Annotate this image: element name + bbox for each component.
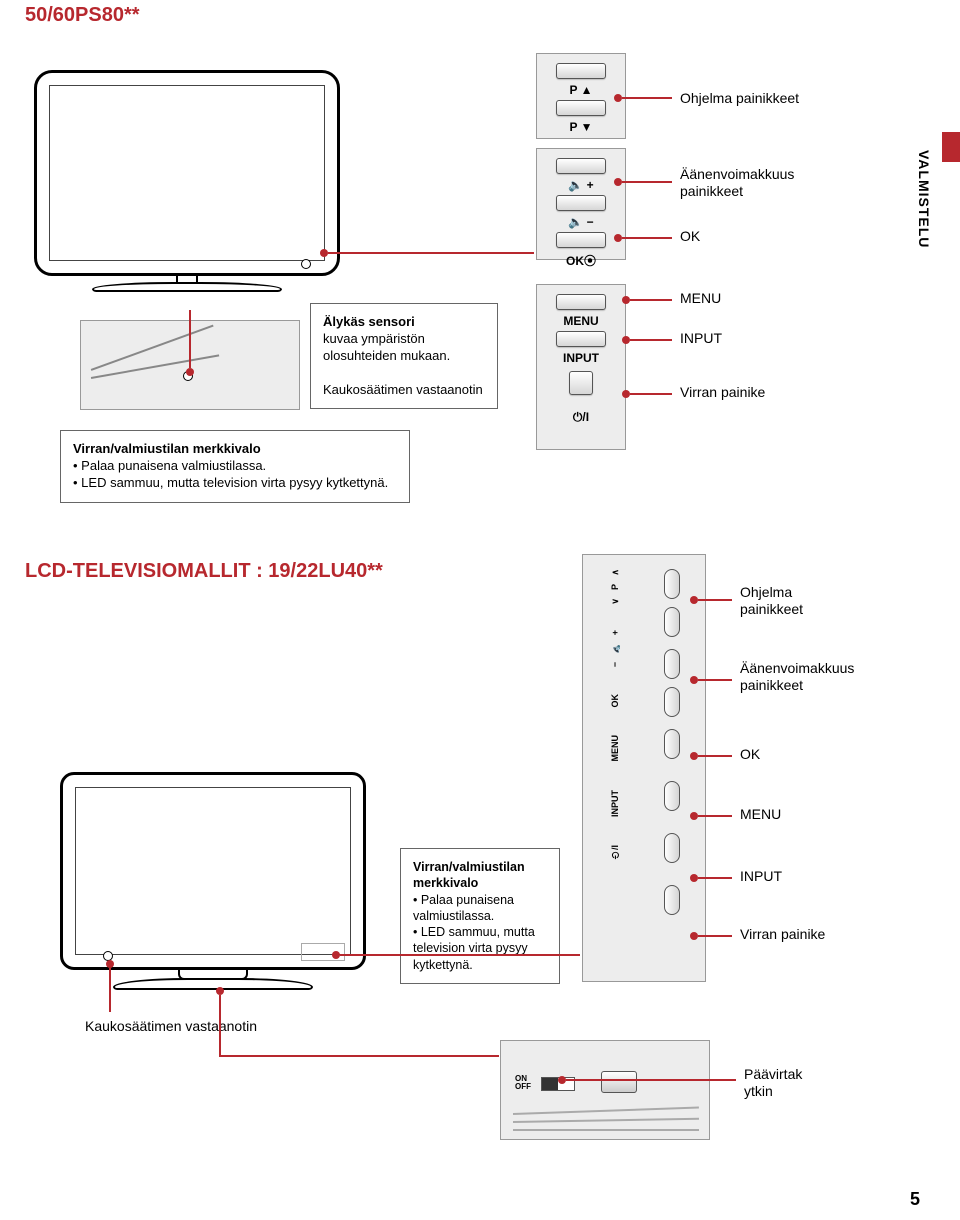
side-ok-button[interactable] — [664, 729, 680, 759]
status-b2-1: • LED sammuu, mutta television virta pys… — [73, 475, 388, 490]
ok-button[interactable] — [556, 232, 606, 248]
callout-input: INPUT — [680, 330, 722, 347]
power-switch-panel: ON OFF — [500, 1040, 710, 1140]
remote-caption: Kaukosäätimen vastaanotin — [323, 382, 483, 397]
callout2-power: Virran painike — [740, 926, 825, 943]
volume-down-button[interactable] — [556, 195, 606, 211]
side-volume-down[interactable] — [664, 687, 680, 717]
volume-up-button[interactable] — [556, 158, 606, 174]
sensor-infobox: Älykäs sensori kuvaa ympäristön olosuhte… — [310, 303, 498, 409]
side-menu-button[interactable] — [664, 781, 680, 811]
power-switch-label: Päävirtak ytkin — [744, 1066, 834, 1100]
callout-volume: Äänenvoimakkuus painikkeet — [680, 166, 820, 200]
input-button[interactable] — [556, 331, 606, 347]
callout-ok: OK — [680, 228, 700, 245]
status-title-1: Virran/valmiustilan merkkivalo — [73, 441, 261, 456]
sensor-title: Älykäs sensori — [323, 314, 415, 329]
callout2-menu: MENU — [740, 806, 781, 823]
remote-receiver-label: Kaukosäätimen vastaanotin — [85, 1018, 257, 1035]
power-port — [601, 1071, 637, 1093]
callout-power: Virran painike — [680, 384, 765, 401]
side-power-button[interactable] — [664, 885, 680, 915]
power-button[interactable] — [569, 371, 593, 395]
tv-illustration-1 — [34, 70, 340, 292]
callout-program: Ohjelma painikkeet — [680, 90, 799, 107]
status-infobox-2: Virran/valmiustilan merkkivalo • Palaa p… — [400, 848, 560, 984]
volume-ok-panel: 🔈 + 🔈 − OK⦿ — [536, 148, 626, 260]
side-volume-up[interactable] — [664, 649, 680, 679]
program-up-button[interactable] — [556, 63, 606, 79]
section-tab — [942, 132, 960, 162]
menu-button[interactable] — [556, 294, 606, 310]
status-b1-2: • Palaa punaisena valmiustilassa. — [413, 893, 514, 923]
page-number: 5 — [910, 1189, 920, 1210]
side-program-up[interactable] — [664, 569, 680, 599]
side-input-button[interactable] — [664, 833, 680, 863]
model-header-1: 50/60PS80** — [25, 4, 140, 27]
model-header-2: LCD-TELEVISIOMALLIT : 19/22LU40** — [25, 560, 383, 583]
side-program-down[interactable] — [664, 607, 680, 637]
callout2-volume: Äänenvoimakkuus painikkeet — [740, 660, 860, 694]
manual-page: 50/60PS80** VALMISTELU Älykäs sensori ku… — [0, 0, 960, 1220]
sensor-desc: kuvaa ympäristön olosuhteiden mukaan. — [323, 331, 450, 363]
status-infobox-1: Virran/valmiustilan merkkivalo • Palaa p… — [60, 430, 410, 503]
section-label: VALMISTELU — [916, 150, 932, 248]
menu-input-power-panel: MENU INPUT ⏻/I — [536, 284, 626, 450]
callout-dot — [614, 94, 622, 102]
callout-menu: MENU — [680, 290, 721, 307]
status-b2-2: • LED sammuu, mutta television virta pys… — [413, 925, 535, 972]
side-button-panel: ∧ P ∨ + 🔈 − OK MENU INPUT ⏻/I — [582, 554, 706, 982]
program-button-panel: P ▲ P ▼ — [536, 53, 626, 139]
tv-illustration-2 — [60, 772, 366, 990]
callout2-input: INPUT — [740, 868, 782, 885]
status-b1-1: • Palaa punaisena valmiustilassa. — [73, 458, 266, 473]
program-down-button[interactable] — [556, 100, 606, 116]
status-title-2: Virran/valmiustilan merkkivalo — [413, 860, 525, 890]
callout2-program: Ohjelma painikkeet — [740, 584, 850, 618]
callout2-ok: OK — [740, 746, 760, 763]
